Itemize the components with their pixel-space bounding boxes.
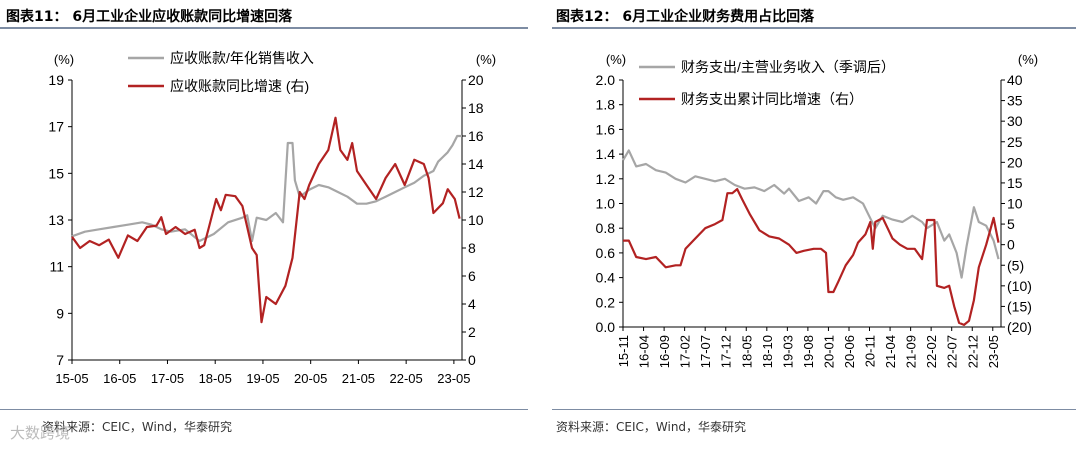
right-tick-label: 6 (468, 268, 476, 284)
right-tick-label: 2 (468, 324, 476, 340)
right-unit-label: (%) (1018, 52, 1038, 67)
left-tick-label: 1.0 (596, 196, 616, 212)
left-tick-label: 13 (48, 212, 64, 228)
right-tick-label: 0 (468, 352, 476, 368)
chart-title-left: 图表11： 6月工业企业应收账款同比增速回落 (6, 9, 293, 25)
right-tick-label: (10) (1007, 278, 1032, 294)
right-tick-label: 16 (468, 128, 484, 144)
right-tick-label: (15) (1007, 298, 1032, 314)
left-tick-label: 0.6 (596, 245, 616, 261)
source-note-left: 资料来源：CEIC，Wind，华泰研究 (42, 420, 233, 434)
x-tick-label: 19-05 (246, 371, 279, 386)
x-tick-label: 17-07 (698, 335, 713, 368)
watermark: 大数跨境 (10, 424, 71, 442)
left-tick-label: 0.2 (596, 294, 616, 310)
left-tick-label: 9 (56, 305, 64, 321)
legend-label: 应收账款/年化销售收入 (170, 50, 314, 66)
left-tick-label: 0.4 (596, 270, 616, 286)
right-tick-label: (5) (1007, 257, 1024, 273)
x-tick-label: 22-05 (390, 371, 423, 386)
x-tick-label: 21-09 (904, 335, 919, 368)
x-tick-label: 18-05 (199, 371, 232, 386)
right-tick-label: 4 (468, 296, 476, 312)
right-tick-label: 40 (1007, 72, 1023, 88)
x-tick-label: 20-06 (842, 335, 857, 368)
x-tick-label: 16-04 (637, 335, 652, 368)
right-tick-label: 25 (1007, 134, 1023, 150)
x-tick-label: 17-02 (678, 335, 693, 368)
series-line-red (623, 188, 1000, 326)
x-tick-label: 20-05 (294, 371, 327, 386)
series-line-red (71, 116, 461, 324)
left-tick-label: 7 (56, 352, 64, 368)
x-tick-label: 17-05 (151, 371, 184, 386)
left-tick-label: 15 (48, 165, 64, 181)
right-tick-label: 20 (1007, 154, 1023, 170)
left-tick-label: 2.0 (596, 72, 616, 88)
x-tick-label: 23-05 (437, 371, 470, 386)
x-tick-label: 16-09 (657, 335, 672, 368)
right-tick-label: 10 (1007, 196, 1023, 212)
right-unit-label: (%) (476, 52, 496, 67)
left-tick-label: 1.6 (596, 121, 616, 137)
x-tick-label: 19-03 (780, 335, 795, 368)
bottom-rule-left (0, 409, 528, 410)
right-tick-label: 15 (1007, 175, 1023, 191)
left-unit-label: (%) (606, 52, 626, 67)
right-tick-label: (20) (1007, 319, 1032, 335)
bottom-rule-right (552, 409, 1076, 410)
right-tick-label: 35 (1007, 93, 1023, 109)
left-tick-label: 0.8 (596, 220, 616, 236)
x-tick-label: 17-12 (719, 335, 734, 368)
title-rule-right (552, 27, 1076, 29)
x-tick-label: 15-11 (616, 335, 631, 367)
x-tick-label: 16-05 (103, 371, 136, 386)
right-tick-label: 12 (468, 184, 484, 200)
left-unit-label: (%) (54, 52, 74, 67)
title-rule-left (0, 27, 528, 29)
left-tick-label: 17 (48, 119, 64, 135)
left-tick-label: 0.0 (596, 319, 616, 335)
series-line-gray (71, 134, 462, 243)
left-tick-label: 11 (49, 259, 64, 275)
x-tick-label: 21-05 (342, 371, 375, 386)
right-tick-label: 8 (468, 240, 476, 256)
right-tick-label: 14 (468, 156, 484, 172)
right-tick-label: 0 (1007, 237, 1015, 253)
x-tick-label: 20-11 (863, 335, 878, 367)
right-tick-label: 10 (468, 212, 484, 228)
legend-label: 财务支出累计同比增速（右） (681, 91, 863, 107)
series-line-gray (622, 149, 1000, 279)
x-tick-label: 18-05 (739, 335, 754, 368)
x-tick-label: 15-05 (55, 371, 88, 386)
x-tick-label: 20-01 (821, 335, 836, 368)
x-tick-label: 19-08 (801, 335, 816, 368)
legend-label: 应收账款同比增速 (右) (170, 78, 309, 94)
left-tick-label: 19 (48, 72, 64, 88)
right-tick-label: 30 (1007, 113, 1023, 129)
right-tick-label: 18 (468, 100, 484, 116)
left-tick-label: 1.2 (596, 171, 616, 187)
x-tick-label: 23-05 (986, 335, 1001, 368)
source-note-right: 资料来源：CEIC，Wind，华泰研究 (556, 420, 747, 434)
x-tick-label: 22-02 (924, 335, 939, 368)
x-tick-label: 18-10 (760, 335, 775, 368)
left-tick-label: 1.8 (596, 97, 616, 113)
legend-label: 财务支出/主营业务收入（季调后） (681, 59, 895, 75)
x-tick-label: 22-12 (965, 335, 980, 368)
right-tick-label: 20 (468, 72, 484, 88)
left-tick-label: 1.4 (596, 146, 616, 162)
chart-title-right: 图表12： 6月工业企业财务费用占比回落 (556, 9, 815, 25)
x-tick-label: 22-07 (945, 335, 960, 368)
x-tick-label: 21-04 (883, 335, 898, 368)
right-tick-label: 5 (1007, 216, 1015, 232)
